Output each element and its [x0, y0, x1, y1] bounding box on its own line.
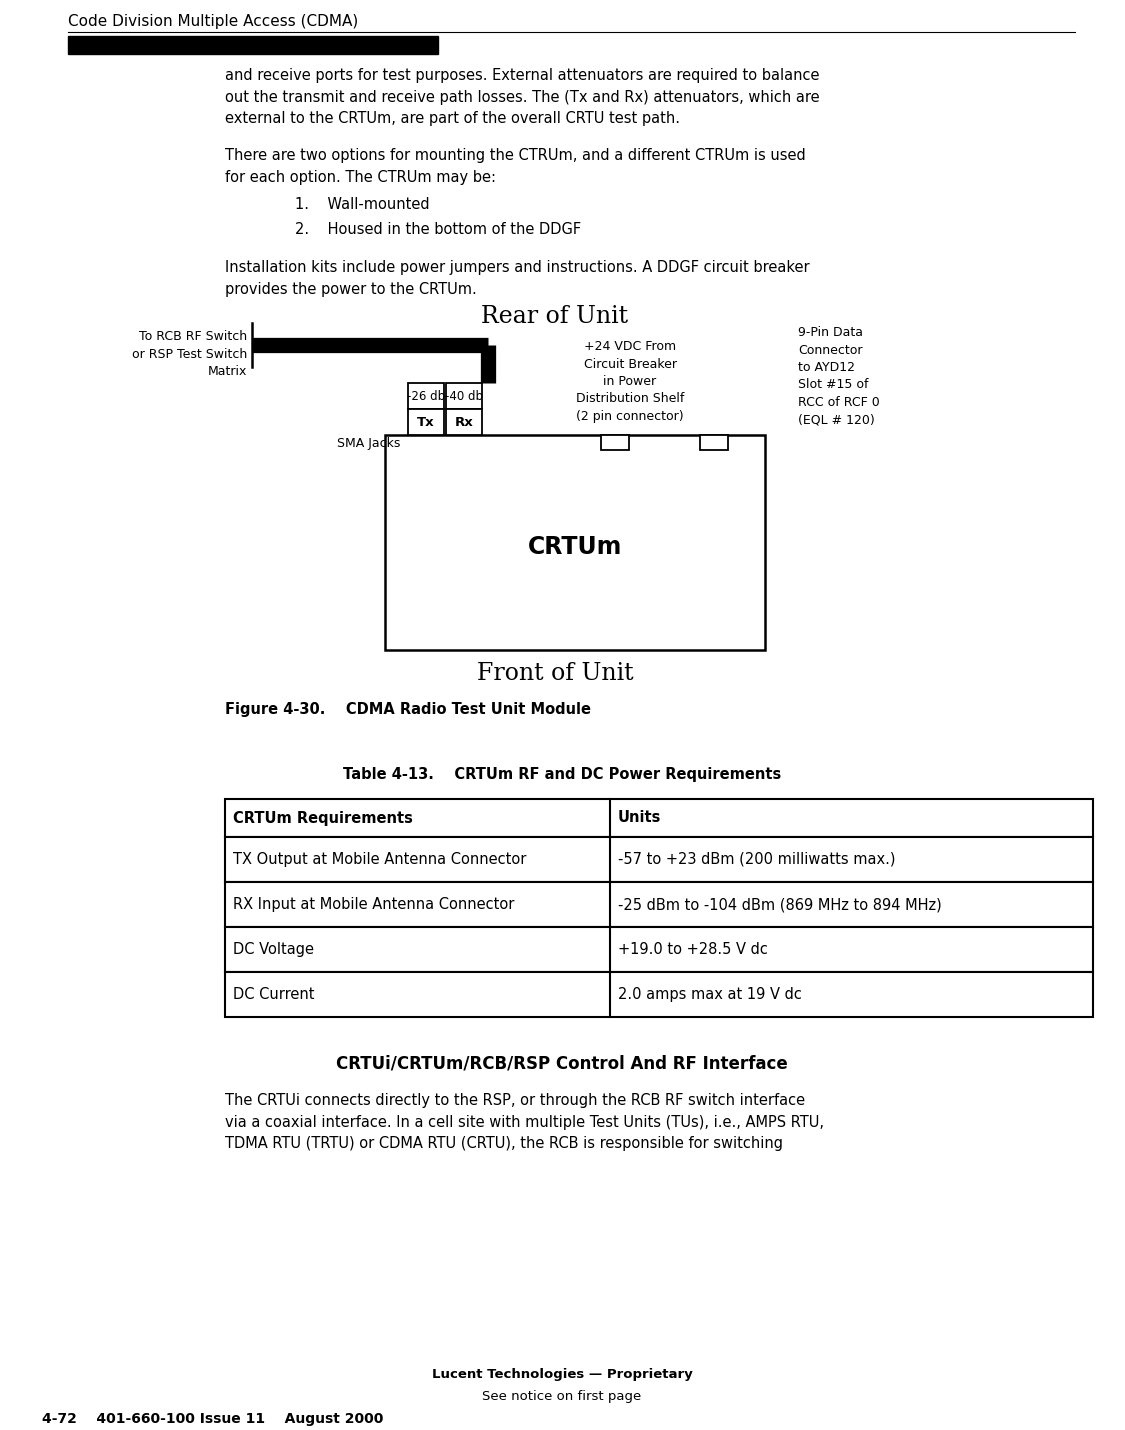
Text: 1.    Wall-mounted: 1. Wall-mounted	[295, 197, 430, 212]
Text: 9-Pin Data
Connector
to AYD12
Slot #15 of
RCC of RCF 0
(EQL # 120): 9-Pin Data Connector to AYD12 Slot #15 o…	[798, 326, 880, 426]
Text: 2.0 amps max at 19 V dc: 2.0 amps max at 19 V dc	[618, 987, 802, 1002]
Bar	[601, 435, 629, 450]
Text: CRTUm: CRTUm	[528, 535, 622, 559]
Text: To RCB RF Switch
or RSP Test Switch
Matrix: To RCB RF Switch or RSP Test Switch Matr…	[132, 330, 248, 378]
Text: RX Input at Mobile Antenna Connector: RX Input at Mobile Antenna Connector	[233, 897, 514, 912]
Bar	[68, 36, 438, 54]
Text: -40 db: -40 db	[446, 389, 483, 402]
Text: +19.0 to +28.5 V dc: +19.0 to +28.5 V dc	[618, 942, 768, 957]
Bar	[225, 799, 1094, 837]
Bar	[446, 383, 482, 409]
Text: Rx: Rx	[455, 416, 474, 429]
Bar	[408, 383, 444, 409]
Text: Units: Units	[618, 811, 661, 825]
Text: DC Voltage: DC Voltage	[233, 942, 314, 957]
Bar	[408, 409, 444, 435]
Text: CRTUi/CRTUm/RCB/RSP Control And RF Interface: CRTUi/CRTUm/RCB/RSP Control And RF Inter…	[336, 1055, 788, 1072]
Bar	[225, 972, 1094, 1017]
Text: Code Division Multiple Access (CDMA): Code Division Multiple Access (CDMA)	[68, 14, 358, 29]
Text: Rear of Unit: Rear of Unit	[482, 305, 629, 327]
Text: Figure 4-30.    CDMA Radio Test Unit Module: Figure 4-30. CDMA Radio Test Unit Module	[225, 702, 591, 716]
Text: Installation kits include power jumpers and instructions. A DDGF circuit breaker: Installation kits include power jumpers …	[225, 260, 810, 296]
Text: Table 4-13.    CRTUm RF and DC Power Requirements: Table 4-13. CRTUm RF and DC Power Requir…	[343, 766, 781, 782]
Text: -25 dBm to -104 dBm (869 MHz to 894 MHz): -25 dBm to -104 dBm (869 MHz to 894 MHz)	[618, 897, 942, 912]
Text: +24 VDC From
Circuit Breaker
in Power
Distribution Shelf
(2 pin connector): +24 VDC From Circuit Breaker in Power Di…	[576, 340, 684, 423]
Text: -26 db: -26 db	[407, 389, 446, 402]
Text: CRTUm Requirements: CRTUm Requirements	[233, 811, 413, 825]
Text: Front of Unit: Front of Unit	[477, 662, 633, 685]
Bar	[700, 435, 728, 450]
Text: See notice on first page: See notice on first page	[483, 1390, 641, 1403]
Text: and receive ports for test purposes. External attenuators are required to balanc: and receive ports for test purposes. Ext…	[225, 69, 820, 126]
Bar	[446, 409, 482, 435]
Text: TX Output at Mobile Antenna Connector: TX Output at Mobile Antenna Connector	[233, 852, 526, 867]
Text: Tx: Tx	[417, 416, 434, 429]
Text: -57 to +23 dBm (200 milliwatts max.): -57 to +23 dBm (200 milliwatts max.)	[618, 852, 896, 867]
Bar	[225, 837, 1094, 882]
Text: SMA Jacks: SMA Jacks	[336, 438, 400, 450]
Text: 4-72    401-660-100 Issue 11    August 2000: 4-72 401-660-100 Issue 11 August 2000	[42, 1411, 384, 1426]
Text: The CRTUi connects directly to the RSP, or through the RCB RF switch interface
v: The CRTUi connects directly to the RSP, …	[225, 1093, 824, 1151]
Text: Lucent Technologies — Proprietary: Lucent Technologies — Proprietary	[432, 1369, 692, 1381]
Bar	[225, 927, 1094, 972]
Bar	[385, 435, 765, 651]
Text: DC Current: DC Current	[233, 987, 315, 1002]
Bar	[225, 882, 1094, 927]
Text: There are two options for mounting the CTRUm, and a different CTRUm is used
for : There are two options for mounting the C…	[225, 147, 806, 184]
Text: 2.    Housed in the bottom of the DDGF: 2. Housed in the bottom of the DDGF	[295, 222, 582, 237]
